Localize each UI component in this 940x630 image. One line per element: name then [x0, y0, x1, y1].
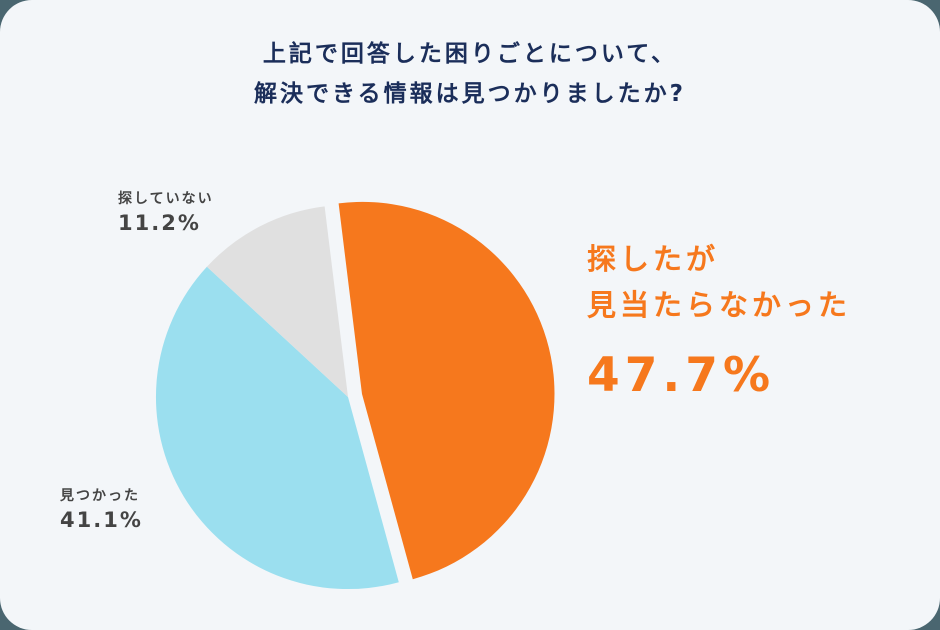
chart-title-line2: 解決できる情報は見つかりましたか?: [254, 81, 686, 107]
pie-slice-not-searched: [206, 206, 348, 397]
label-not-searched-pct: 11.2%: [118, 211, 201, 235]
label-not-searched-name: 探していない: [118, 191, 214, 207]
label-found: 見つかった 41.1%: [60, 485, 143, 532]
chart-title-line1: 上記で回答した困りごとについて、: [262, 41, 678, 67]
label-not-searched: 探していない 11.2%: [118, 188, 214, 235]
label-found-name: 見つかった: [60, 488, 140, 504]
pie-slice-found: [155, 266, 399, 590]
label-found-pct: 41.1%: [60, 508, 143, 532]
label-not-found-name-line2: 見当たらなかった: [587, 288, 852, 322]
label-not-found-name-line1: 探したが: [587, 242, 720, 276]
label-not-found: 探したが 見当たらなかった 47.7%: [587, 236, 851, 403]
label-not-found-pct: 47.7%: [587, 348, 776, 403]
pie-slice-not-found: [338, 201, 555, 580]
chart-title: 上記で回答した困りごとについて、 解決できる情報は見つかりましたか?: [0, 34, 940, 114]
